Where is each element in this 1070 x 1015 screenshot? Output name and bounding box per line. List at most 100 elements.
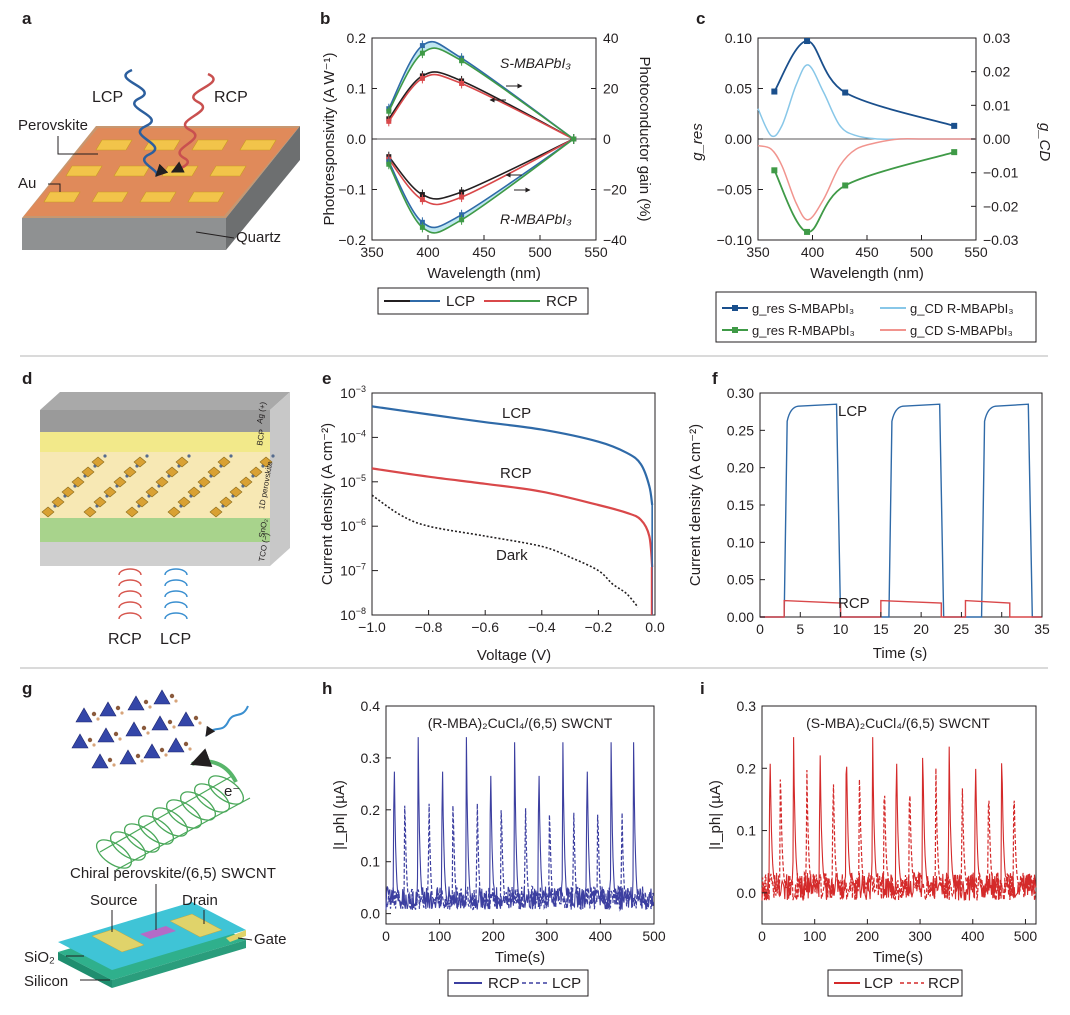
d-octahedron (93, 496, 107, 508)
e-x-tick-label: −1.0 (358, 619, 386, 635)
h-series-line (385, 737, 655, 912)
e-y-tick-label: 10−5 (340, 473, 366, 490)
d-octahedron (187, 486, 201, 498)
c-data-point (804, 38, 811, 45)
f-x-tick-label: 25 (954, 621, 970, 637)
f-x-tick-label: 35 (1034, 621, 1050, 637)
panel-e: e −1.0 −0.8 −0.6 −0.4 −0.2 0.0 10−810−710−610… (319, 369, 665, 664)
f-x-tick-label: 15 (873, 621, 889, 637)
e-y-tick-exponent: −7 (356, 562, 366, 572)
b-y-ticks-right: −40 −20 0 20 40 (591, 30, 627, 248)
g-sio2-label: SiO₂ (24, 949, 55, 966)
d-cation-atom (271, 454, 275, 458)
d-cation-atom (145, 454, 149, 458)
au-pad (239, 139, 277, 151)
b-y-axis-label: Photoresponsivity (A W⁻¹) (321, 53, 338, 226)
c-y-tick-label: 0.10 (725, 30, 752, 46)
e-plot-frame (371, 392, 656, 616)
b-series-line (388, 138, 574, 200)
i-y-tick-label: 0.3 (737, 698, 757, 714)
c-x-tick-label: 550 (964, 244, 988, 260)
b-annotation-r: R-MBAPbI₃ (500, 211, 572, 227)
rcp-helix (170, 72, 215, 174)
f-x-axis-label: Time (s) (873, 645, 927, 662)
f-plot-frame (759, 392, 1043, 618)
e-x-tick-label: −0.2 (585, 619, 613, 635)
b-x-ticks: 350 400 450 500 550 (360, 235, 608, 260)
d-octahedron (81, 466, 95, 478)
e-y-tick-exponent: −6 (356, 517, 366, 527)
d-octahedron (177, 496, 191, 508)
g-cucl4-tetrahedron (71, 733, 89, 749)
f-y-tick-label: 0.10 (727, 534, 754, 550)
d-lcp-helix (164, 568, 188, 620)
d-octahedron (41, 506, 55, 518)
g-tube-ring (151, 807, 189, 837)
g-gate-label: Gate (254, 931, 287, 948)
h-legend-rcp: RCP (488, 975, 520, 992)
h-plot-frame (385, 705, 655, 925)
au-pad (65, 165, 103, 177)
f-y-tick-label: 0.05 (727, 572, 754, 588)
g-mba-atom (143, 699, 149, 705)
d-octahedron (61, 486, 75, 498)
h-x-tick-label: 200 (482, 928, 506, 944)
g-cucl4-tetrahedron (177, 711, 195, 727)
h-series-group (385, 737, 655, 912)
c-data-point (842, 89, 849, 96)
e-series-line (371, 405, 654, 506)
e-y-tick-label: 10−7 (340, 562, 366, 579)
d-octahedron (91, 456, 105, 468)
e-y-tick-label: 10−4 (340, 428, 366, 445)
g-copper-chloride-units (71, 689, 202, 769)
c-series-line (773, 40, 955, 127)
g-cucl4-tetrahedron (151, 715, 169, 731)
e-series-line (371, 467, 654, 568)
g-mba-atom (107, 757, 113, 763)
c-x-tick-label: 350 (746, 244, 770, 260)
panel-g: g e⁻ Chiral perovskite/(6,5) SWCNT Sourc… (22, 679, 287, 990)
b-x-tick-label: 350 (360, 244, 384, 260)
d-sno2-label: SnO₂ (257, 518, 269, 538)
c-legend-2: g_res R-MBAPbI₃ (752, 323, 855, 338)
f-y-tick-label: 0.15 (727, 497, 754, 513)
g-silicon-label: Silicon (24, 973, 68, 990)
panel-i-label: i (700, 679, 705, 698)
b-annotation-s: S-MBAPbI₃ (500, 55, 571, 71)
b-yr-tick-label: 20 (603, 81, 619, 97)
b-x-tick-label: 450 (472, 244, 496, 260)
c-yr-tick-label: −0.03 (983, 232, 1019, 248)
i-legend-rcp: RCP (928, 975, 960, 992)
b-x-tick-label: 550 (584, 244, 608, 260)
e-series-line (371, 494, 639, 608)
e-x-axis-label: Voltage (V) (477, 647, 551, 664)
g-mba-atom (174, 699, 178, 703)
g-cucl4-tetrahedron (91, 753, 109, 769)
f-y-tick-label: 0.20 (727, 460, 754, 476)
g-mba-atom (193, 715, 199, 721)
g-drain-label: Drain (182, 892, 218, 909)
d-octahedron (239, 476, 253, 488)
g-cucl4-tetrahedron (119, 749, 137, 765)
h-y-tick-label: 0.0 (361, 906, 381, 922)
b-y-tick-label: 0.1 (347, 81, 367, 97)
g-electron-arrow (190, 748, 238, 783)
c-data-point (951, 149, 958, 156)
g-mba-atom (159, 747, 165, 753)
d-rcp-label: RCP (108, 631, 142, 648)
d-octahedron (207, 466, 221, 478)
i-x-tick-label: 200 (856, 928, 880, 944)
g-light-wave (205, 705, 249, 737)
b-y-tick-label: 0.0 (347, 131, 367, 147)
d-tco-layer (40, 542, 270, 566)
e-label-lcp: LCP (502, 405, 531, 422)
g-tube-ring (137, 815, 175, 845)
g-electron-label: e⁻ (224, 783, 240, 800)
i-title: (S-MBA)₂CuCl₄/(6,5) SWCNT (806, 715, 990, 731)
g-source-electrode (91, 928, 145, 953)
d-cation-atom (103, 454, 107, 458)
g-tube-ring (165, 799, 203, 829)
panel-h: h 0 100 200 300 400 500 0.0 0.1 0.2 0.3 0.4 (R-MB… (322, 679, 666, 997)
b-x-tick-label: 400 (416, 244, 440, 260)
h-y-tick-label: 0.3 (361, 750, 381, 766)
